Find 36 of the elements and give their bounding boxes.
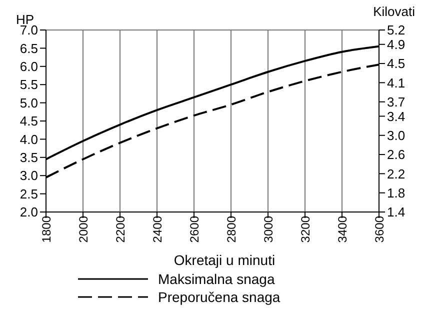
x-tick-label: 2400 (150, 216, 165, 243)
x-tick-label: 2800 (224, 216, 239, 243)
y-tick-label: 3.5 (20, 150, 38, 166)
legend-label: Preporučena snaga (158, 289, 280, 305)
y2-tick-label: 5.2 (387, 22, 406, 38)
y-tick-label: 7.0 (20, 22, 38, 38)
x-tick-label: 1800 (40, 216, 54, 243)
y2-tick-label: 4.9 (387, 36, 406, 52)
y-tick-label: 4.0 (20, 132, 38, 147)
y2-tick-label: 3.4 (387, 108, 406, 124)
x-tick-label: 3200 (298, 216, 313, 243)
y2-tick-label: 1.4 (387, 204, 406, 220)
y2-tick-label: 3.0 (387, 128, 406, 143)
y-tick-label: 6.5 (20, 40, 38, 56)
x-tick-label: 3600 (372, 216, 387, 243)
y-tick-label: 2.5 (20, 186, 38, 202)
x-tick-label: 2600 (188, 216, 202, 243)
y2-tick-label: 4.1 (387, 75, 406, 90)
y2-tick-label: 4.5 (387, 56, 406, 72)
y2-tick-label: 2.6 (387, 147, 406, 162)
y-tick-label: 6.0 (20, 59, 38, 74)
y2-tick-label: 3.7 (387, 94, 406, 110)
y2-tick-label: 1.8 (387, 185, 406, 200)
legend-label: Maksimalna snaga (158, 271, 275, 287)
y2-tick-label: 2.2 (387, 166, 406, 182)
y-tick-label: 2.0 (20, 204, 38, 220)
y-tick-label: 4.5 (20, 114, 38, 129)
x-tick-label: 3000 (262, 216, 276, 243)
y-tick-label: 5.0 (20, 95, 38, 110)
y2-axis-title: Kilovati (373, 4, 415, 19)
x-tick-label: 3400 (336, 216, 350, 243)
y-tick-label: 5.5 (20, 77, 38, 92)
x-axis-title: Okretaji u minuti (172, 252, 276, 270)
x-tick-label: 2000 (76, 216, 91, 243)
y-tick-label: 3.0 (20, 168, 38, 184)
x-tick-label: 2200 (114, 216, 128, 243)
